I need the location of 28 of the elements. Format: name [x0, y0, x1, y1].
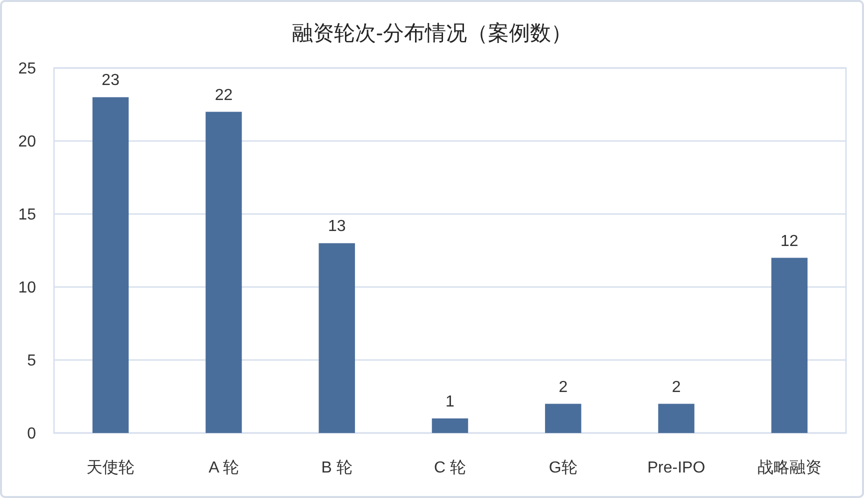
x-tick-label: 战略融资: [757, 458, 822, 477]
bar: [545, 404, 582, 433]
data-label: 13: [328, 218, 346, 236]
bar: [206, 112, 242, 433]
y-tick-label: 25: [18, 60, 36, 78]
x-tick-label: G轮: [548, 460, 578, 477]
data-label: 12: [780, 232, 798, 250]
y-tick-label: 5: [27, 352, 36, 370]
y-tick-label: 0: [27, 426, 36, 443]
x-tick-label: B 轮: [321, 460, 352, 477]
x-tick-label: 天使轮: [86, 460, 135, 477]
x-tick-label: Pre-IPO: [647, 460, 706, 477]
data-label: 2: [558, 378, 568, 396]
bar: [432, 418, 468, 433]
data-label: 2: [672, 378, 681, 396]
data-label: 22: [214, 86, 233, 104]
bar: [92, 97, 129, 433]
chart-title: 融资轮次-分布情况（案例数）: [292, 21, 572, 45]
data-label: 23: [102, 72, 120, 90]
x-tick-label: C 轮: [434, 460, 466, 477]
y-tick-label: 15: [18, 206, 36, 224]
y-tick-label: 20: [18, 134, 36, 151]
bar: [771, 258, 808, 433]
y-tick-label: 10: [18, 280, 36, 297]
bar: [318, 243, 355, 433]
data-label: 1: [446, 393, 455, 410]
x-tick-label: A 轮: [208, 460, 239, 477]
bar: [658, 404, 694, 433]
